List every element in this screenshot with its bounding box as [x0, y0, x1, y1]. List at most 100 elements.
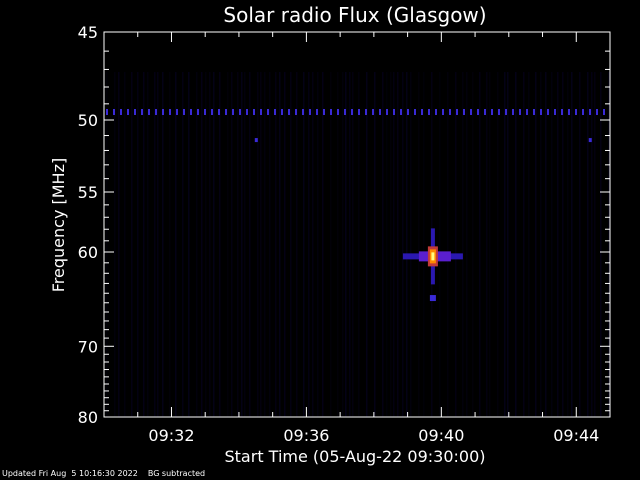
interference-dot — [442, 109, 444, 115]
noise-striation — [386, 72, 388, 417]
noise-striation — [312, 72, 314, 417]
noise-striation — [260, 72, 262, 417]
interference-dot — [526, 109, 528, 115]
interference-dot — [596, 109, 598, 115]
noise-striation — [567, 72, 569, 417]
interference-dot — [414, 109, 416, 115]
noise-striation — [397, 72, 399, 417]
noise-striation — [489, 72, 491, 417]
interference-dot — [190, 109, 192, 115]
chart-title: Solar radio Flux (Glasgow) — [223, 3, 486, 27]
noise-striation — [106, 72, 108, 417]
x-tick-label: 09:44 — [553, 426, 599, 445]
interference-dot — [386, 109, 388, 115]
noise-striation — [528, 72, 530, 417]
interference-dot — [232, 109, 234, 115]
interference-dot — [323, 109, 325, 115]
noise-striation — [439, 72, 441, 417]
y-tick-label: 55 — [78, 183, 98, 202]
noise-striation — [507, 72, 509, 417]
noise-striation — [535, 72, 537, 417]
noise-striation — [423, 72, 425, 417]
y-tick-label: 50 — [78, 111, 98, 130]
interference-dot — [463, 109, 465, 115]
interference-dot — [225, 109, 227, 115]
interference-dot — [491, 109, 493, 115]
noise-striation — [279, 72, 281, 417]
interference-dot — [484, 109, 486, 115]
noise-striation — [594, 72, 596, 417]
x-axis: 09:32 09:36 09:40 09:44 — [137, 32, 599, 445]
interference-dot — [309, 109, 311, 115]
interference-dot — [148, 109, 150, 115]
interference-dot — [547, 109, 549, 115]
noise-striation — [124, 72, 126, 417]
interference-dot — [582, 109, 584, 115]
interference-dot — [239, 109, 241, 115]
interference-dot — [302, 109, 304, 115]
interference-dot — [540, 109, 542, 115]
noise-striation — [237, 72, 239, 417]
footer: Updated Fri Aug 5 10:16:30 2022 BG subtra… — [2, 469, 215, 478]
noise-striation — [241, 72, 243, 417]
interference-dot — [449, 109, 451, 115]
x-tick-label: 09:32 — [148, 426, 194, 445]
plot-area — [104, 32, 610, 417]
interference-dot — [379, 109, 381, 115]
interference-dot — [113, 109, 115, 115]
y-tick-label: 60 — [78, 243, 98, 262]
interference-dot — [155, 109, 157, 115]
interference-dot — [288, 109, 290, 115]
noise-striation — [154, 72, 156, 417]
interference-dot — [218, 109, 220, 115]
noise-striation — [462, 72, 464, 417]
noise-striation — [345, 72, 347, 417]
updated-timestamp: Updated Fri Aug 5 10:16:30 2022 — [2, 469, 138, 478]
interference-dot — [512, 109, 514, 115]
noise-striation — [497, 72, 499, 417]
noise-striation — [366, 72, 368, 417]
noise-striation — [551, 72, 553, 417]
noise-striation — [402, 72, 404, 417]
noise-striation — [162, 72, 164, 417]
plot-frame — [103, 31, 611, 418]
noise-striation — [196, 72, 198, 417]
noise-striation — [303, 72, 305, 417]
noise-striation — [231, 72, 233, 417]
interference-dot — [393, 109, 395, 115]
noise-striation — [587, 72, 589, 417]
interference-dot — [337, 109, 339, 115]
noise-striation — [175, 72, 177, 417]
interference-dot — [365, 109, 367, 115]
x-axis-label: Start Time (05-Aug-22 09:30:00) — [225, 447, 486, 466]
y-axis-label: Frequency [MHz] — [49, 158, 68, 292]
interference-dot — [568, 109, 570, 115]
noise-striation — [390, 72, 392, 417]
noise-striation — [182, 72, 184, 417]
noise-striation — [337, 72, 339, 417]
noise-striation — [540, 72, 542, 417]
noise-striation — [406, 72, 408, 417]
noise-striation — [275, 72, 277, 417]
noise-striation — [486, 72, 488, 417]
noise-striation — [342, 72, 344, 417]
noise-striation — [579, 72, 581, 417]
interference-dot — [533, 109, 535, 115]
noise-striation — [157, 72, 159, 417]
noise-striation — [557, 72, 559, 417]
interference-dot — [246, 109, 248, 115]
interference-dot — [603, 109, 605, 115]
noise-dot — [588, 138, 592, 143]
noise-striation — [264, 72, 266, 417]
interference-dot — [127, 109, 129, 115]
noise-striation — [269, 72, 271, 417]
noise-striation — [374, 72, 376, 417]
interference-dot — [295, 109, 297, 115]
noise-striation — [169, 72, 171, 417]
interference-dot — [498, 109, 500, 115]
interference-dot — [435, 109, 437, 115]
x-tick-label: 09:40 — [418, 426, 464, 445]
noise-striation — [393, 72, 395, 417]
interference-dot — [169, 109, 171, 115]
noise-striation — [523, 72, 525, 417]
